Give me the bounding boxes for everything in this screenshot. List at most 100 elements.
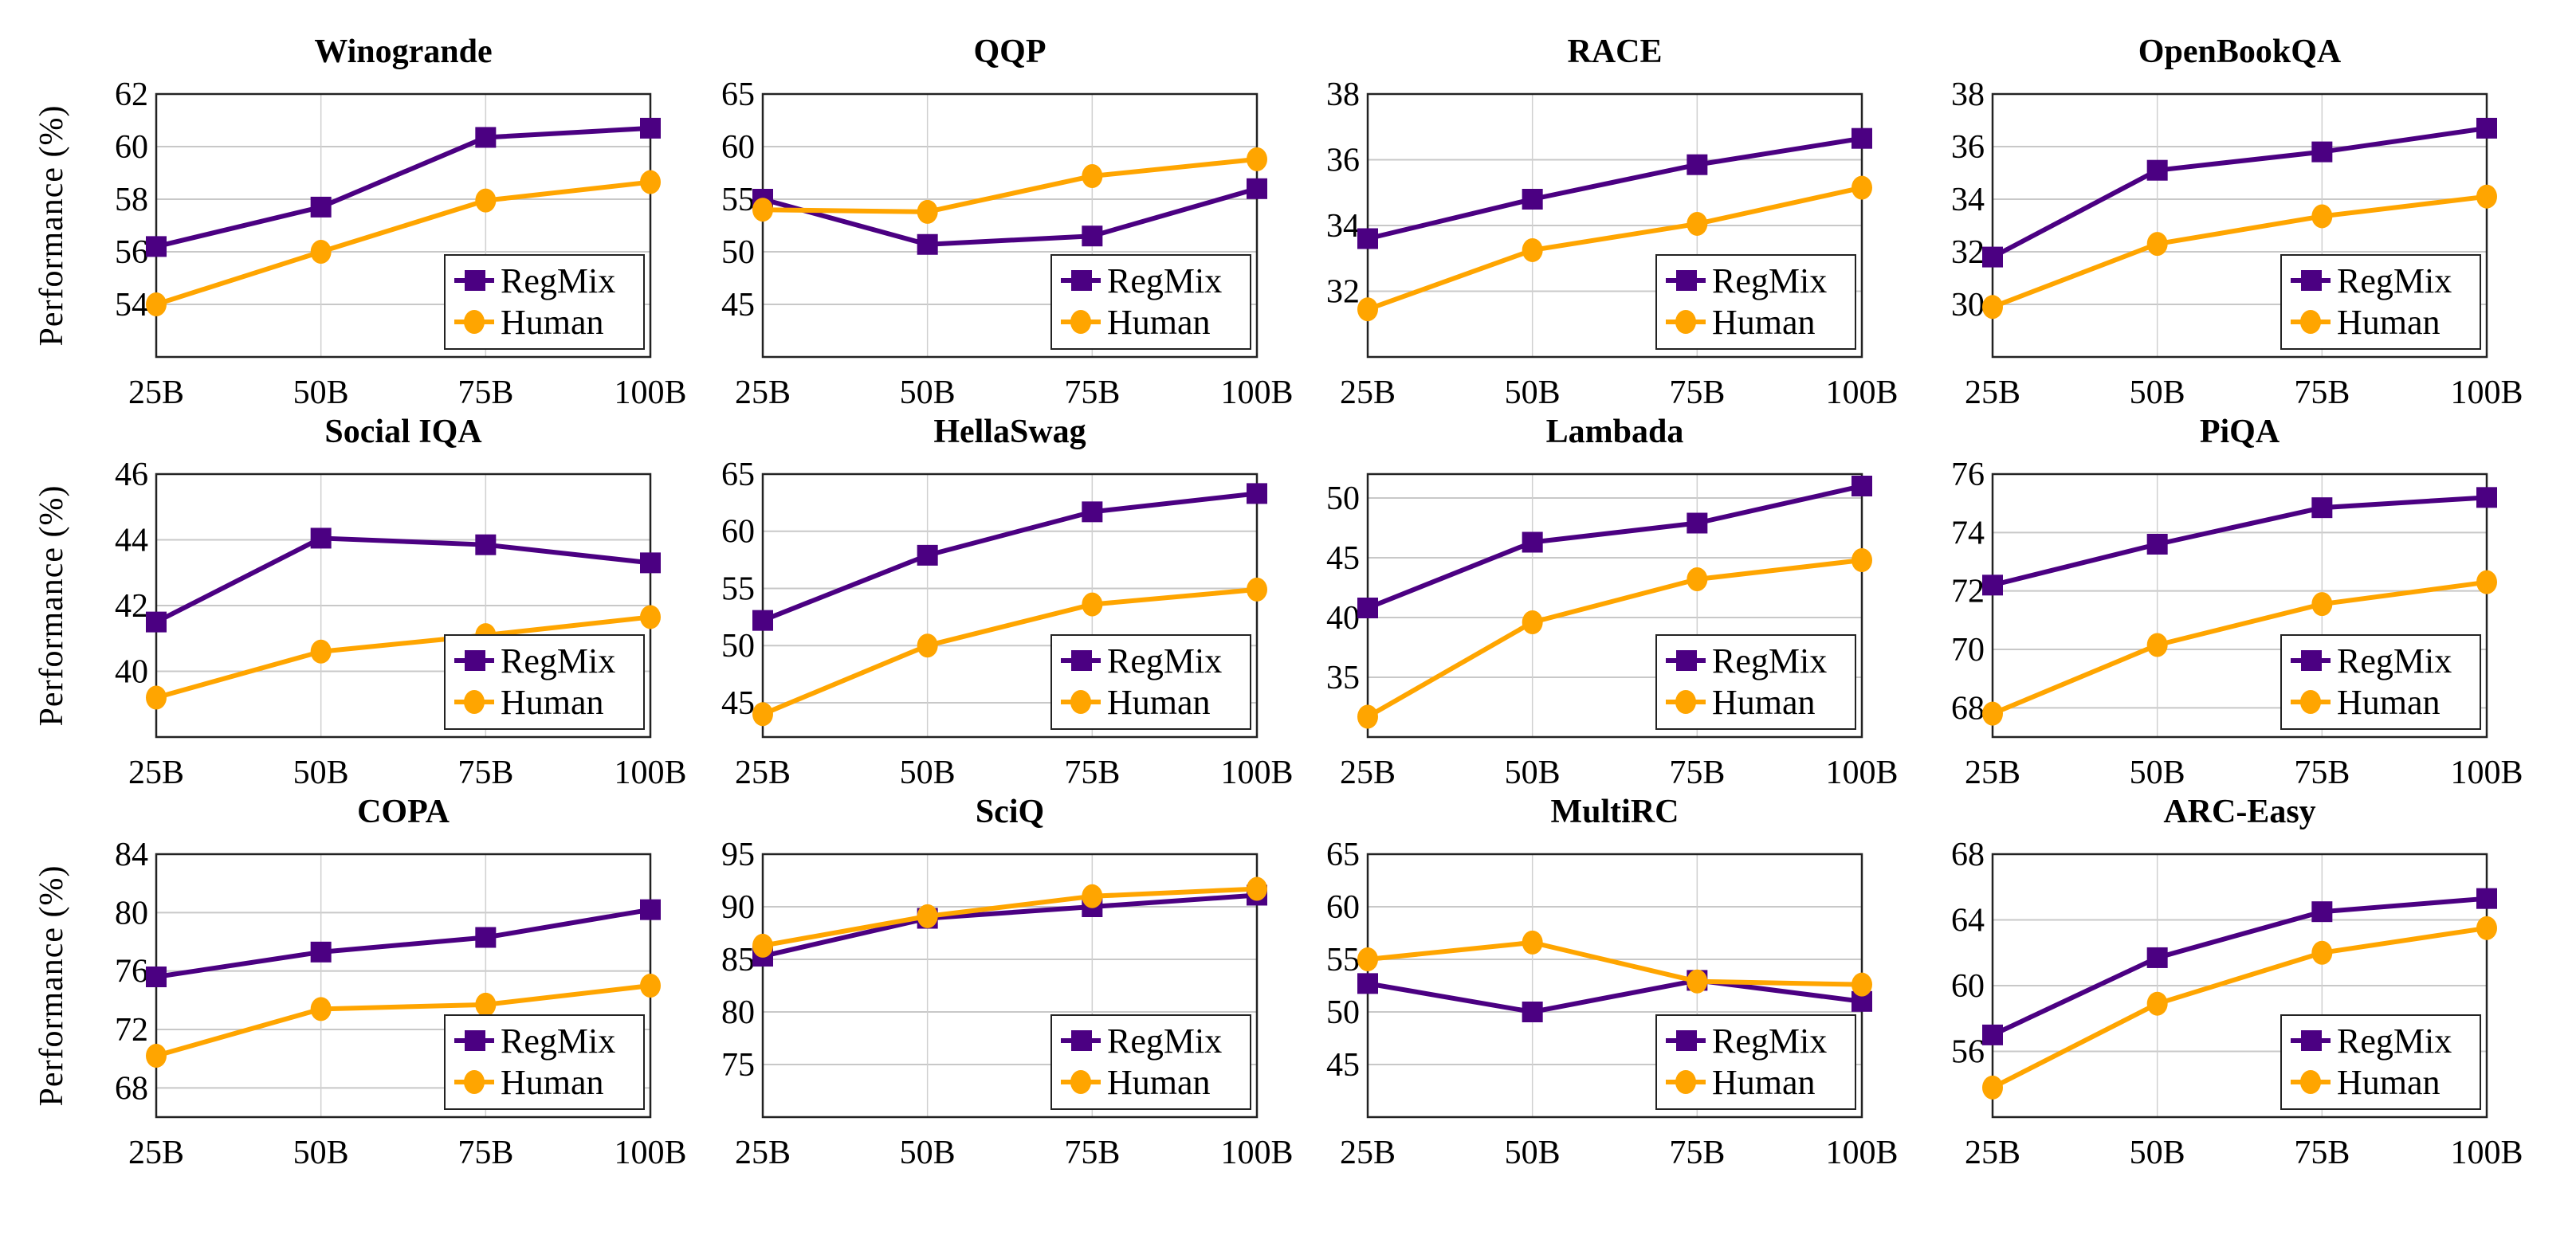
- data-point-human: [640, 170, 661, 194]
- legend-marker-square-icon: [465, 1030, 485, 1051]
- series-line-human: [762, 156, 1258, 214]
- x-tick-label: 25B: [735, 1135, 791, 1171]
- legend-marker-circle-icon: [1675, 690, 1696, 714]
- x-tick-label: 50B: [900, 374, 956, 411]
- legend-marker-circle-icon: [1070, 310, 1091, 334]
- legend-label: RegMix: [501, 641, 615, 680]
- x-tick-label: 100B: [614, 755, 686, 791]
- data-point-human: [1082, 884, 1103, 908]
- legend-label: RegMix: [1107, 261, 1222, 300]
- data-point-regmix: [1247, 178, 1267, 199]
- y-tick-label: 45: [1326, 540, 1360, 577]
- data-point-regmix: [2476, 117, 2497, 139]
- legend-marker-square-icon: [1676, 270, 1697, 291]
- y-tick-label: 68: [115, 1070, 148, 1107]
- subplot-title: Lambada: [1546, 414, 1684, 450]
- y-tick-label: 55: [1326, 942, 1360, 978]
- legend-marker-square-icon: [2301, 650, 2322, 671]
- subplot-title: SciQ: [976, 794, 1044, 830]
- data-point-human: [2476, 184, 2497, 209]
- series-line-human: [1367, 939, 1863, 987]
- y-tick-label: 60: [1951, 968, 1985, 1005]
- data-point-human: [752, 198, 773, 222]
- series-line-regmix: [762, 186, 1258, 247]
- data-point-regmix: [1082, 501, 1103, 523]
- legend-marker-square-icon: [2301, 1030, 2322, 1051]
- data-point-regmix: [640, 552, 661, 574]
- legend-label: RegMix: [1712, 641, 1827, 680]
- data-point-regmix: [310, 196, 332, 218]
- data-point-human: [1357, 947, 1378, 971]
- x-tick-label: 25B: [1965, 1135, 2020, 1171]
- data-point-regmix: [1522, 531, 1543, 553]
- legend-label: Human: [1712, 303, 1816, 342]
- y-tick-label: 74: [1951, 515, 1985, 551]
- legend-label: Human: [1712, 683, 1816, 722]
- legend-label: Human: [501, 303, 604, 342]
- data-point-regmix: [1852, 127, 1872, 149]
- x-tick-label: 25B: [1340, 755, 1396, 791]
- data-point-human: [1247, 147, 1267, 171]
- data-point-regmix: [2476, 487, 2497, 508]
- legend-label: Human: [1107, 303, 1211, 342]
- data-point-regmix: [1522, 1002, 1543, 1022]
- x-tick-label: 75B: [457, 374, 513, 411]
- x-tick-label: 50B: [900, 1135, 956, 1171]
- data-point-human: [1852, 548, 1872, 572]
- y-tick-label: 84: [115, 837, 148, 873]
- y-tick-label: 36: [1951, 129, 1985, 166]
- plot-frame: [1991, 853, 2488, 1119]
- series-line-human: [1366, 558, 1863, 720]
- data-point-human: [146, 685, 167, 710]
- x-tick-label: 25B: [1340, 1135, 1396, 1171]
- data-point-regmix: [2311, 901, 2333, 923]
- subplot-hellaswag: HellaSwag 45 50 55 60 65 25B 50B 75B 100B RegMixHu…: [721, 414, 1294, 791]
- data-point-human: [1687, 211, 1708, 236]
- x-tick-label: 100B: [1220, 1135, 1293, 1171]
- data-point-human: [1852, 972, 1872, 997]
- data-point-regmix: [1522, 189, 1543, 210]
- y-tick-label: 45: [1326, 1047, 1360, 1084]
- y-tick-label: 68: [1951, 837, 1985, 873]
- x-tick-label: 100B: [1220, 755, 1293, 791]
- y-tick-label: 54: [115, 287, 148, 323]
- data-point-regmix: [310, 941, 332, 963]
- plot-frame: [761, 92, 1259, 359]
- data-point-human: [310, 997, 332, 1021]
- x-tick-label: 25B: [128, 374, 184, 411]
- subplot-title: RACE: [1567, 33, 1662, 70]
- legend-label: Human: [1712, 1063, 1816, 1102]
- data-point-regmix: [1357, 598, 1378, 618]
- y-tick-label: 75: [721, 1047, 755, 1084]
- series-line-human: [1366, 185, 1863, 312]
- data-point-regmix: [1687, 512, 1708, 534]
- legend-marker-square-icon: [1676, 1030, 1697, 1051]
- legend-marker-circle-icon: [464, 690, 485, 714]
- y-tick-label: 58: [115, 182, 148, 218]
- data-point-regmix: [1982, 574, 2003, 596]
- series-line-human: [155, 614, 651, 700]
- plot-frame: [155, 92, 652, 359]
- series-line-human: [155, 179, 651, 307]
- plot-frame: [1991, 92, 2488, 359]
- x-tick-label: 50B: [1505, 1135, 1561, 1171]
- series-line-regmix: [761, 491, 1258, 623]
- legend-marker-square-icon: [1071, 270, 1092, 291]
- y-tick-label: 30: [1951, 287, 1985, 323]
- data-point-human: [2476, 570, 2497, 594]
- x-tick-label: 100B: [1825, 1135, 1898, 1171]
- data-point-regmix: [1357, 228, 1378, 249]
- x-tick-label: 50B: [2130, 755, 2185, 791]
- x-tick-label: 100B: [2450, 755, 2523, 791]
- y-tick-label: 38: [1951, 76, 1985, 113]
- data-point-human: [146, 1044, 167, 1068]
- y-tick-label: 64: [1951, 903, 1985, 939]
- y-tick-label: 65: [1326, 837, 1360, 873]
